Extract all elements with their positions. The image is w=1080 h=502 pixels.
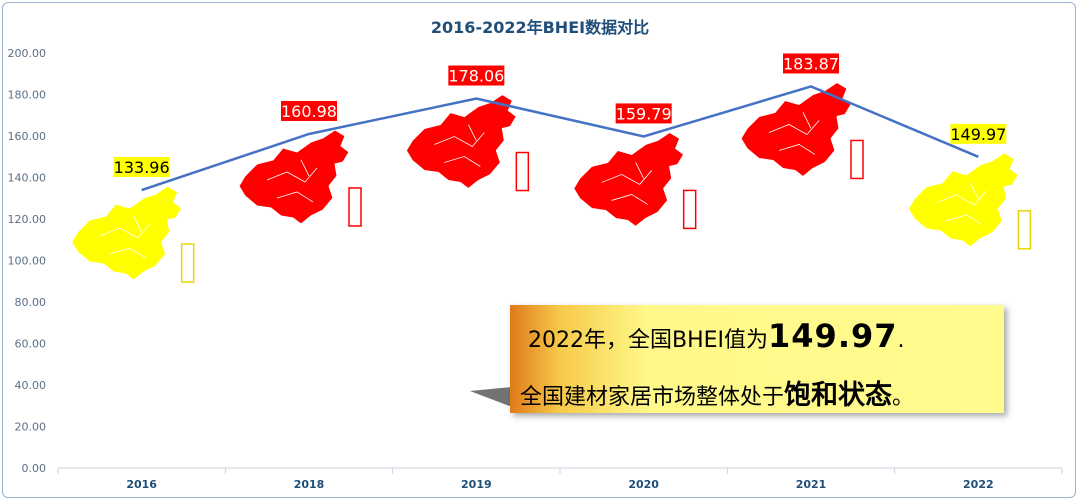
y-tick-label: 60.00 [15, 338, 47, 351]
island-inset-box [850, 139, 864, 180]
x-tick-label: 2018 [294, 478, 325, 491]
x-tick-label: 2019 [461, 478, 492, 491]
y-tick-label: 180.00 [8, 89, 47, 102]
callout-line1-prefix: 2022年，全国BHEI值为 [528, 328, 769, 353]
region-map-marker [71, 185, 195, 283]
map-silhouette [71, 185, 183, 281]
callout-line2-prefix: 全国建材家居市场整体处于 [520, 385, 785, 410]
data-label: 183.87 [783, 54, 839, 73]
y-tick-label: 120.00 [8, 213, 47, 226]
data-label-background [281, 100, 337, 121]
data-label: 178.06 [448, 67, 504, 86]
data-label: 133.96 [114, 158, 170, 177]
map-silhouette [907, 152, 1019, 248]
region-map-marker [238, 129, 362, 227]
data-label-background [783, 53, 839, 74]
island-inset-box [1017, 210, 1032, 250]
island-inset-box [682, 189, 697, 230]
y-tick-label: 40.00 [15, 379, 47, 392]
callout-line-1: 2022年，全国BHEI值为149.97. [528, 317, 905, 355]
map-silhouette [238, 129, 350, 225]
map-silhouette [740, 81, 852, 178]
callout-line-2: 全国建材家居市场整体处于饱和状态。 [520, 373, 914, 412]
island-inset-box [515, 151, 530, 192]
callout-background [510, 305, 1004, 413]
summary-callout: 2022年，全国BHEI值为149.97. 全国建材家居市场整体处于饱和状态。 [510, 305, 1004, 413]
bhei-series-line [141, 85, 979, 192]
map-borders [936, 182, 987, 226]
y-tick-label: 0.00 [22, 462, 47, 475]
data-label-background [950, 123, 1007, 144]
island-inset-box [348, 187, 362, 227]
x-tick-label: 2020 [628, 478, 659, 491]
x-tick-label: 2021 [796, 478, 827, 491]
y-tick-label: 80.00 [15, 296, 47, 309]
y-tick-label: 140.00 [8, 172, 47, 185]
callout-line2-emphasis: 饱和状态 [784, 380, 893, 411]
x-tick-label: 2022 [963, 478, 994, 491]
map-borders [601, 162, 652, 205]
region-map-marker [740, 81, 864, 180]
y-tick-label: 160.00 [8, 130, 47, 143]
x-tick-label: 2016 [126, 478, 157, 491]
region-map-marker [405, 93, 530, 192]
y-tick-label: 20.00 [15, 421, 47, 434]
data-label: 149.97 [950, 125, 1006, 144]
y-tick-label: 200.00 [8, 47, 47, 60]
island-inset-box [180, 243, 195, 283]
data-label-background [448, 65, 505, 86]
callout-line1-suffix: . [897, 328, 905, 353]
data-label: 159.79 [616, 104, 672, 123]
map-silhouette [573, 131, 685, 228]
region-map-marker [573, 131, 697, 230]
map-borders [434, 124, 485, 167]
map-borders [266, 159, 318, 203]
map-borders [99, 215, 150, 259]
y-tick-label: 100.00 [8, 255, 47, 268]
callout-line1-value: 149.97 [768, 317, 898, 355]
chart-title: 2016-2022年BHEI数据对比 [430, 18, 650, 37]
data-label-background [113, 157, 170, 178]
map-silhouette [405, 93, 517, 190]
map-borders [768, 112, 820, 155]
region-map-marker [907, 152, 1032, 250]
data-label-background [615, 103, 672, 124]
data-label: 160.98 [281, 102, 337, 121]
callout-line2-suffix: 。 [892, 385, 915, 410]
